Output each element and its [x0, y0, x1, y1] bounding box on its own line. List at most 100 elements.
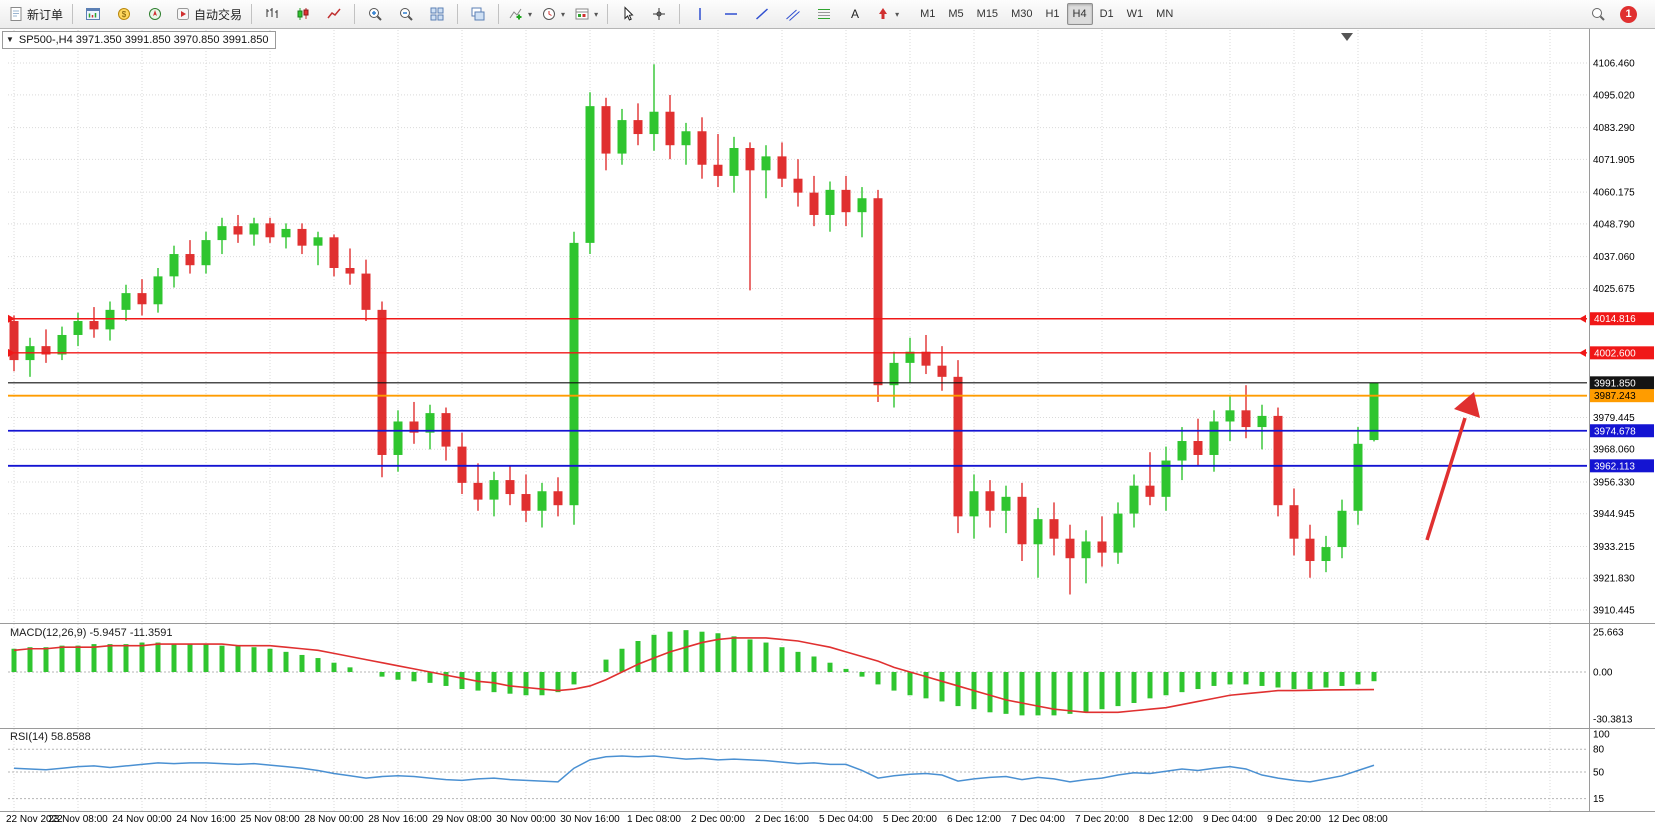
- candle-down: [841, 189, 851, 213]
- tab-timeframe-mn[interactable]: MN: [1156, 8, 1174, 20]
- cursor-button[interactable]: [613, 2, 643, 26]
- time-axis-label: 2 Dec 16:00: [755, 814, 809, 825]
- tab-timeframe-m30[interactable]: M30: [1011, 8, 1033, 20]
- vertical-line-icon: [692, 6, 708, 22]
- fibonacci-button[interactable]: [809, 2, 839, 26]
- search-button[interactable]: [1583, 2, 1613, 26]
- candle-down: [697, 131, 707, 165]
- price-axis-tick: 3979.445: [1593, 413, 1635, 424]
- bar-chart-icon: [264, 6, 280, 22]
- equidistant-channel-button[interactable]: [778, 2, 808, 26]
- cursor-icon: [620, 6, 636, 22]
- zoom-out-button[interactable]: [391, 2, 421, 26]
- periods-button[interactable]: ▾: [537, 2, 569, 26]
- crosshair-button[interactable]: [644, 2, 674, 26]
- horizontal-line-button[interactable]: [716, 2, 746, 26]
- level-right-mark: [1579, 348, 1586, 357]
- time-axis-label: 5 Dec 20:00: [883, 814, 937, 825]
- candle-up: [281, 228, 291, 238]
- crosshair-icon: [651, 6, 667, 22]
- candle-down: [601, 106, 611, 154]
- tab-timeframe-h1[interactable]: H1: [1045, 8, 1060, 20]
- candlestick-chart-button[interactable]: [288, 2, 318, 26]
- vertical-line-button[interactable]: [685, 2, 715, 26]
- svg-text:A: A: [851, 7, 859, 21]
- auto-trading-icon: [175, 6, 191, 22]
- tab-timeframe-w1[interactable]: W1: [1126, 8, 1144, 20]
- time-axis-label: 7 Dec 20:00: [1075, 814, 1129, 825]
- candle-up: [649, 111, 659, 135]
- candle-down: [457, 446, 467, 483]
- tab-timeframe-d1[interactable]: D1: [1099, 8, 1114, 20]
- tile-windows-button[interactable]: [422, 2, 452, 26]
- time-axis-label: 5 Dec 04:00: [819, 814, 873, 825]
- templates-button[interactable]: ▾: [570, 2, 602, 26]
- candle-down: [809, 192, 819, 215]
- navigator-button[interactable]: [140, 2, 170, 26]
- zoom-in-icon: [367, 6, 383, 22]
- rsi-axis-tick: 100: [1593, 730, 1610, 741]
- time-axis-label: 2 Dec 00:00: [691, 814, 745, 825]
- new-order-button[interactable]: 新订单: [4, 2, 67, 26]
- candle-up: [425, 413, 435, 433]
- candle-down: [1273, 415, 1283, 506]
- market-watch-button[interactable]: $: [109, 2, 139, 26]
- trendline-button[interactable]: [747, 2, 777, 26]
- price-axis-tick: 4095.020: [1593, 90, 1635, 101]
- candle-down: [553, 491, 563, 506]
- level-left-mark: [8, 348, 15, 357]
- candle-down: [953, 376, 963, 517]
- rsi-axis-tick: 80: [1593, 745, 1605, 756]
- candle-down: [1097, 541, 1107, 553]
- candle-down: [1241, 410, 1251, 428]
- zoom-out-icon: [398, 6, 414, 22]
- macd-axis-tick: -30.3813: [1593, 715, 1633, 726]
- candle-down: [265, 223, 275, 238]
- bar-chart-button[interactable]: [257, 2, 287, 26]
- price-axis-tick: 4025.675: [1593, 284, 1635, 295]
- macd-axis-tick: 0.00: [1593, 668, 1613, 679]
- price-axis-tick: 3921.830: [1593, 574, 1635, 585]
- periods-clock-icon: [541, 6, 557, 22]
- notification-badge[interactable]: 1: [1620, 5, 1637, 23]
- charts-grid-button[interactable]: [78, 2, 108, 26]
- cascade-windows-button[interactable]: [463, 2, 493, 26]
- tab-timeframe-m5[interactable]: M5: [948, 8, 964, 20]
- tab-timeframe-h4[interactable]: H4: [1066, 3, 1093, 25]
- candle-up: [537, 491, 547, 511]
- candle-up: [1129, 485, 1139, 514]
- chart-background: [0, 28, 1655, 827]
- candle-down: [1065, 538, 1075, 559]
- chart-info-bar[interactable]: ▼ SP500-,H4 3971.350 3991.850 3970.850 3…: [2, 31, 277, 49]
- candle-up: [1001, 496, 1011, 511]
- candle-down: [921, 351, 931, 366]
- tab-timeframe-m1[interactable]: M1: [920, 8, 936, 20]
- timeframe-group: M1 M5 M15 M30 H1 H4 D1 W1 MN: [914, 3, 1179, 25]
- arrows-tool-button[interactable]: ▾: [871, 2, 903, 26]
- toolbar-separator: [607, 4, 609, 24]
- zoom-in-button[interactable]: [360, 2, 390, 26]
- candle-down: [505, 480, 515, 495]
- tab-timeframe-m15[interactable]: M15: [976, 8, 999, 20]
- price-axis-tick: 4048.790: [1593, 219, 1635, 230]
- text-tool-button[interactable]: A: [840, 2, 870, 26]
- price-tag-label: 3962.113: [1594, 461, 1635, 472]
- candle-down: [633, 120, 643, 135]
- time-axis-label: 7 Dec 04:00: [1011, 814, 1065, 825]
- candle-up: [681, 131, 691, 146]
- rsi-axis-tick: 50: [1593, 768, 1605, 779]
- candle-up: [153, 276, 163, 305]
- trendline-icon: [754, 6, 770, 22]
- auto-trading-button[interactable]: 自动交易: [171, 2, 246, 26]
- line-chart-button[interactable]: [319, 2, 349, 26]
- candle-up: [57, 334, 67, 355]
- candle-down: [1305, 538, 1315, 562]
- candle-down: [361, 273, 371, 310]
- indicators-button[interactable]: ▾: [504, 2, 536, 26]
- indicators-icon: [508, 6, 524, 22]
- horizontal-line-icon: [723, 6, 739, 22]
- price-tag-label: 3974.678: [1594, 426, 1636, 437]
- candle-down: [137, 293, 147, 305]
- candle-down: [521, 494, 531, 511]
